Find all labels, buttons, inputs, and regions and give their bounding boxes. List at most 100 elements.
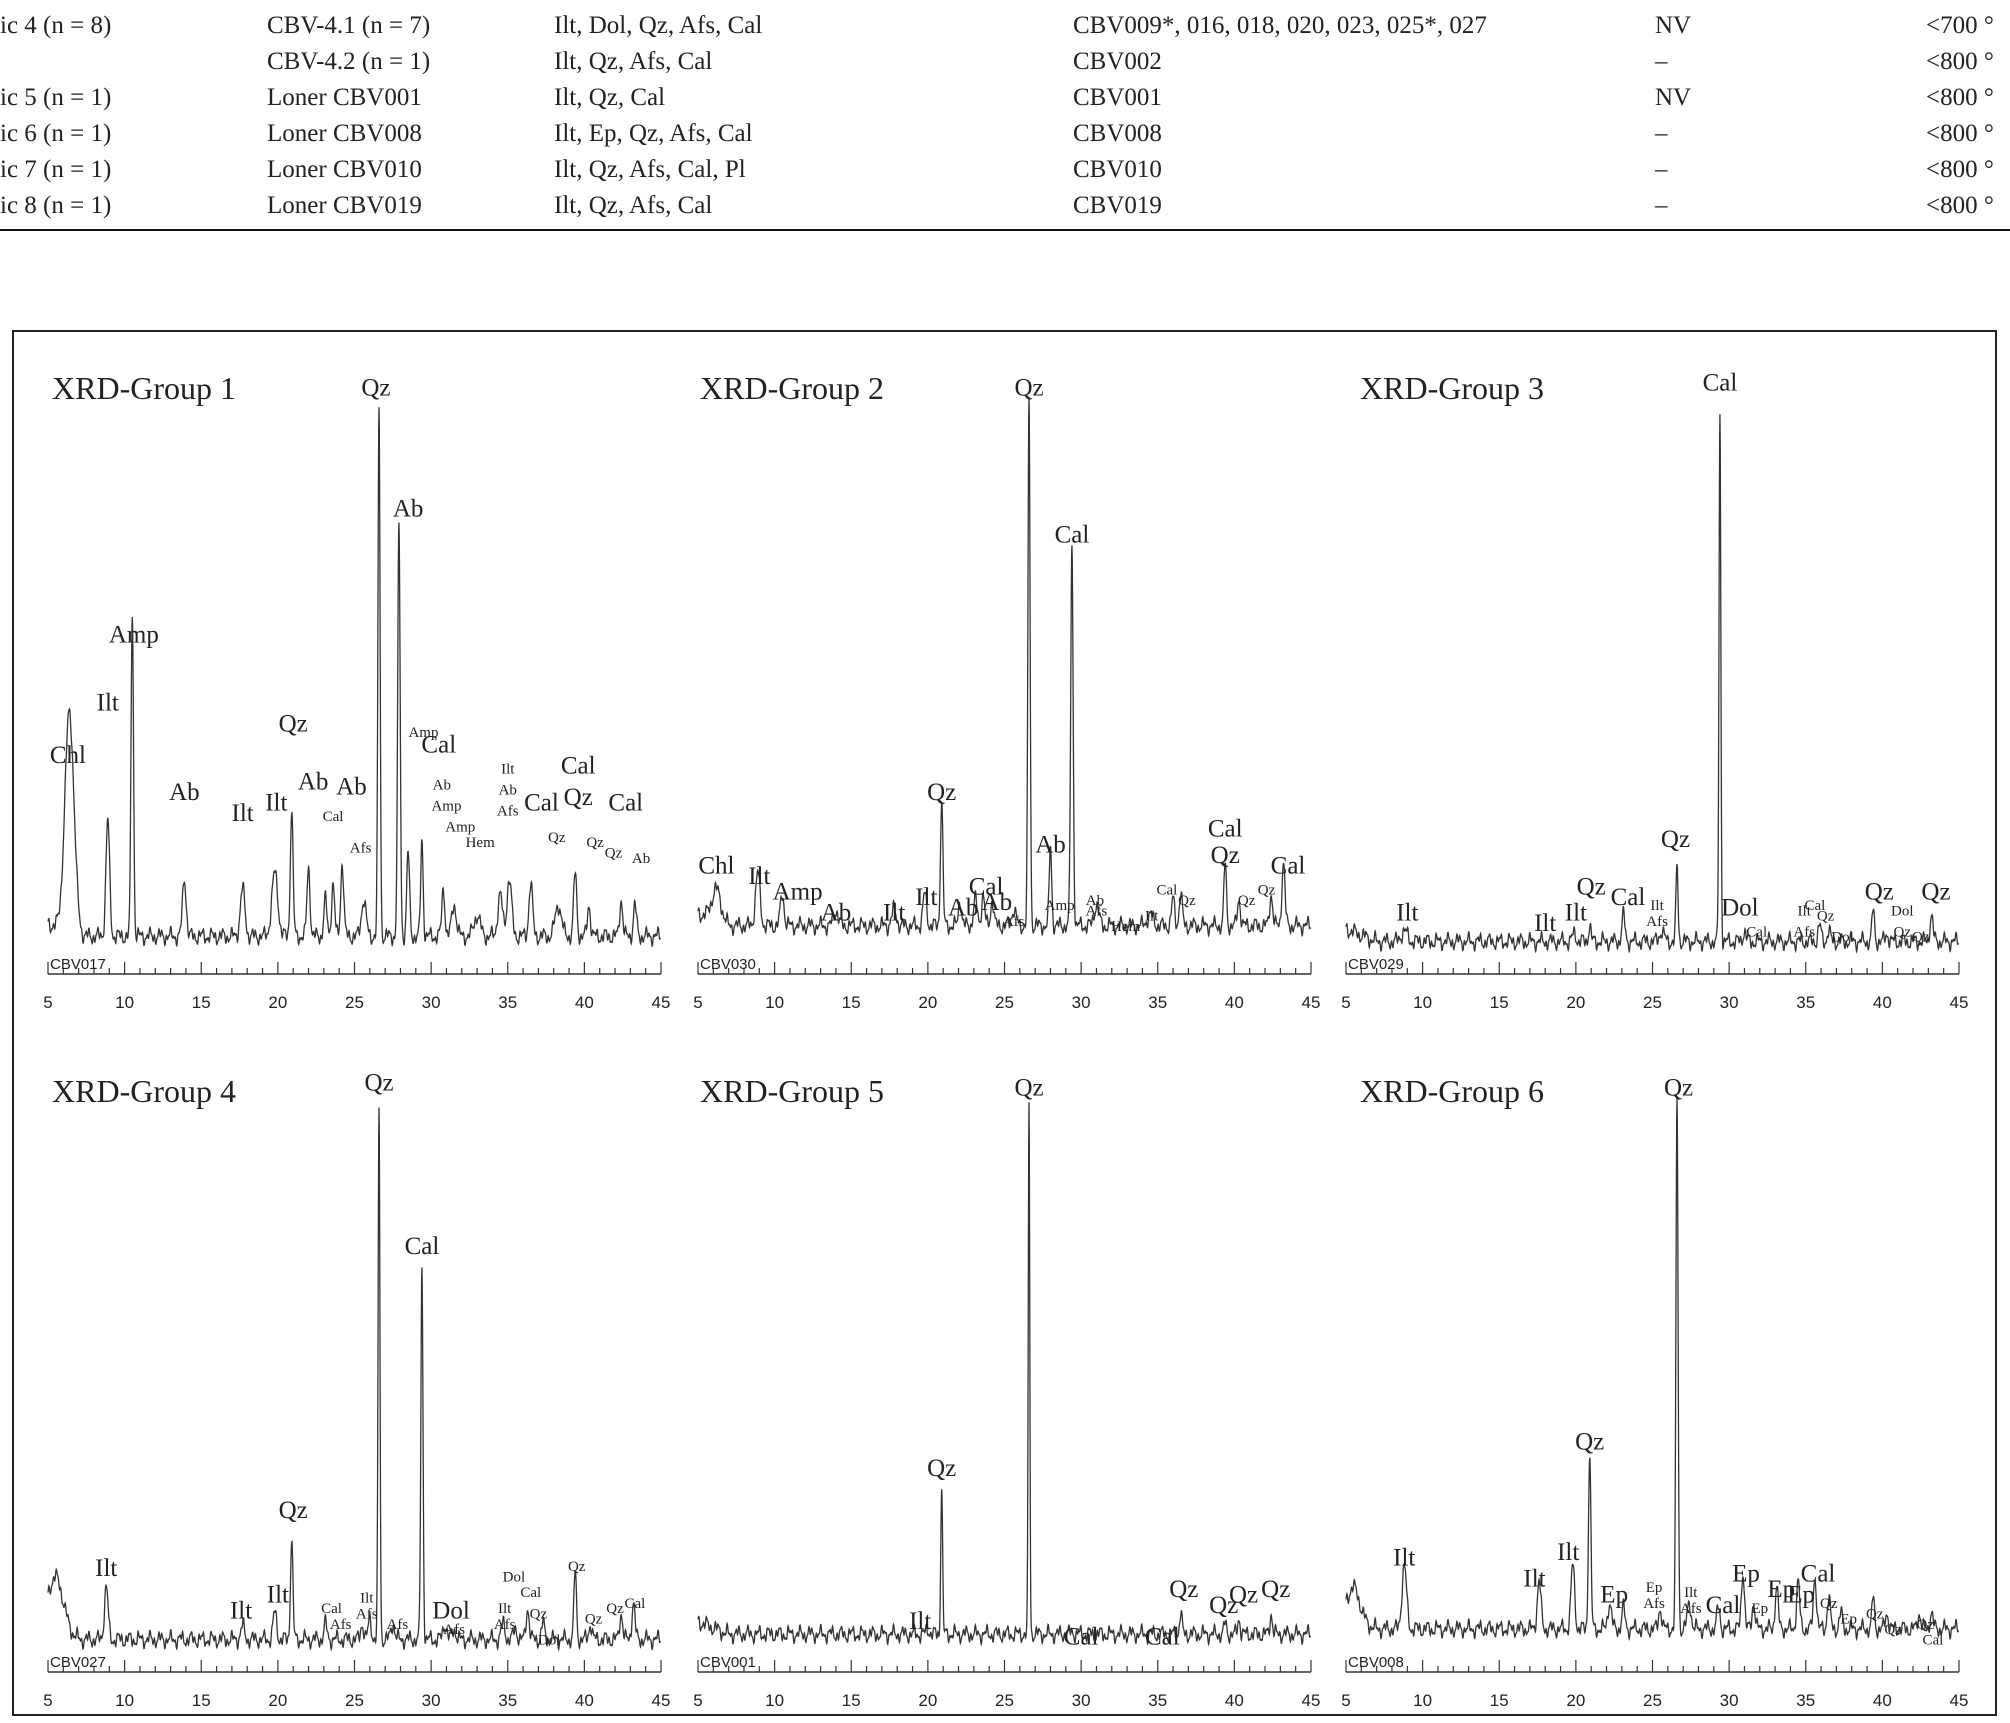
table-cell: Ilt, Qz, Afs, Cal (554, 48, 713, 75)
panel-title: XRD-Group 4 (52, 1073, 236, 1109)
peak-label: Qz (1661, 826, 1690, 853)
table-cell: <700 ° (1926, 12, 1994, 39)
sample-id-label: CBV008 (1348, 1654, 1404, 1671)
peak-label: Cal (1746, 924, 1767, 940)
peak-label: Qz (1178, 893, 1196, 909)
peak-label: Afs (1086, 903, 1108, 919)
peak-label: Amp (773, 879, 823, 906)
peak-label: Afs (1793, 924, 1815, 940)
table-cell: <800 ° (1926, 156, 1994, 183)
table-row: ic 7 (n = 1) Loner CBV010 Ilt, Qz, Afs, Ca… (0, 152, 2010, 188)
peak-label: Afs (330, 1617, 352, 1633)
x-tick-label: 10 (765, 1691, 784, 1710)
x-tick-label: 35 (1796, 1691, 1815, 1710)
x-tick-label: 10 (1413, 1691, 1432, 1710)
peak-label: Cal (608, 789, 643, 816)
xrd-panel: XRD-Group 3 5 10 15 20 25 30 35 40 45 CBV029 Ilt Ilt… (1341, 369, 1968, 1012)
table-cell: – (1655, 120, 1668, 147)
x-tick-label: 40 (1225, 1691, 1244, 1710)
x-tick-label: 15 (842, 993, 861, 1012)
peak-label: Ep (1767, 1576, 1795, 1603)
diffraction-trace (47, 1107, 662, 1652)
peak-label: Cal (1611, 884, 1646, 911)
peak-label: Ilt (883, 900, 905, 927)
peak-label: Ilt (909, 1608, 931, 1635)
peak-label: Qz (1169, 1576, 1198, 1603)
x-tick-label: 20 (268, 993, 287, 1012)
peak-label: Afs (1643, 1596, 1665, 1612)
peak-label: Ilt (1145, 909, 1159, 925)
peak-label: Ab (433, 777, 451, 793)
peak-label: Qz (279, 711, 308, 738)
table-row: CBV-4.2 (n = 1) Ilt, Qz, Afs, Cal CBV002 – <… (0, 44, 2010, 80)
peak-label: Ab (632, 851, 650, 867)
peak-label: Ilt (230, 1597, 252, 1624)
peak-label: Ilt (360, 1590, 374, 1606)
x-tick-label: 30 (1072, 993, 1091, 1012)
x-tick-label: 35 (1148, 993, 1167, 1012)
panel-title: XRD-Group 6 (1360, 1073, 1544, 1109)
peak-label: Qz (1912, 930, 1930, 946)
peak-label: Qz (361, 375, 390, 402)
table-fragment: ic 4 (n = 8) CBV-4.1 (n = 7) Ilt, Dol, Qz,… (0, 0, 2010, 235)
peak-label: Cal (1208, 816, 1243, 843)
x-tick-label: 45 (1950, 993, 1969, 1012)
table-cell: CBV002 (1073, 48, 1162, 75)
x-tick-label: 35 (498, 1691, 517, 1710)
table-cell: Ilt, Qz, Cal (554, 84, 666, 111)
peak-label: Ep (1646, 1580, 1663, 1596)
table-cell: <800 ° (1926, 84, 1994, 111)
peak-label: Qz (1229, 1581, 1258, 1608)
table-row: ic 5 (n = 1) Loner CBV001 Ilt, Qz, Cal CBV0… (0, 80, 2010, 116)
peak-label: Ilt (1396, 900, 1418, 927)
panel-title: XRD-Group 5 (700, 1073, 884, 1109)
peak-label: Dol (432, 1597, 470, 1624)
diffraction-trace (697, 396, 1312, 938)
peak-label: Qz (1238, 893, 1256, 909)
sample-id-label: CBV027 (50, 1654, 106, 1671)
x-tick-label: 40 (1873, 1691, 1892, 1710)
peak-label: Ab (499, 783, 517, 799)
x-tick-label: 15 (842, 1691, 861, 1710)
x-tick-label: 25 (995, 1691, 1014, 1710)
diffraction-trace (697, 1102, 1312, 1647)
x-tick-label: 10 (1413, 993, 1432, 1012)
peak-label: Afs (443, 1622, 465, 1638)
table-cell: ic 7 (n = 1) (0, 156, 112, 183)
peak-label: Qz (927, 1455, 956, 1482)
peak-label: Qz (1894, 924, 1912, 940)
x-tick-label: 30 (1720, 1691, 1739, 1710)
xrd-panel: XRD-Group 4 5 10 15 20 25 30 35 40 45 CBV027 Ilt Ilt… (43, 1069, 670, 1710)
panel-title: XRD-Group 3 (1360, 370, 1544, 406)
table-cell: Ilt, Qz, Afs, Cal, Pl (554, 156, 746, 183)
table-cell: <800 ° (1926, 120, 1994, 147)
peak-label: Qz (1575, 1428, 1604, 1455)
sample-id-label: CBV029 (1348, 956, 1404, 973)
peak-label: Ilt (97, 690, 119, 717)
x-tick-label: 30 (1072, 1691, 1091, 1710)
peak-label: Ab (948, 894, 979, 921)
peak-label: Cal (1706, 1592, 1741, 1619)
table-cell: ic 6 (n = 1) (0, 120, 112, 147)
x-tick-label: 5 (693, 1691, 702, 1710)
peak-label: Ilt (748, 863, 770, 890)
peak-label: Cal (561, 753, 596, 780)
peak-label: Ilt (1650, 898, 1664, 914)
peak-label: Cal (1923, 1633, 1944, 1649)
peak-label: Qz (1577, 873, 1606, 900)
sample-id-label: CBV001 (700, 1654, 756, 1671)
peak-label: Qz (927, 779, 956, 806)
peak-label: Qz (1209, 1592, 1238, 1619)
table-row: ic 8 (n = 1) Loner CBV019 Ilt, Qz, Afs, Ca… (0, 188, 2010, 224)
x-tick-label: 5 (693, 993, 702, 1012)
x-tick-label: 20 (1566, 993, 1585, 1012)
table-cell: CBV010 (1073, 156, 1162, 183)
peak-label: Ilt (265, 789, 287, 816)
xrd-figure: XRD-Group 1 5 10 15 20 25 30 35 40 45 CBV017 Chl Ilt… (12, 330, 1997, 1716)
x-tick-label: 20 (268, 1691, 287, 1710)
peak-label: Afs (497, 804, 519, 820)
x-tick-label: 20 (1566, 1691, 1585, 1710)
peak-label: Ab (1035, 831, 1066, 858)
xrd-plots: XRD-Group 1 5 10 15 20 25 30 35 40 45 CBV017 Chl Ilt… (43, 369, 1968, 1710)
peak-label: Amp (431, 798, 461, 814)
